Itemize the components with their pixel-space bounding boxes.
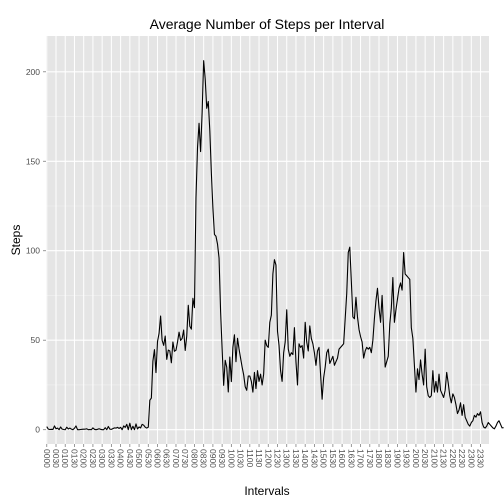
x-axis-title: Intervals: [244, 484, 289, 498]
chart-title: Average Number of Steps per Interval: [150, 16, 385, 32]
x-tick-label: 0300: [97, 449, 107, 468]
x-tick-label: 0700: [171, 449, 181, 468]
y-tick-label: 200: [26, 67, 40, 77]
x-tick-label: 1400: [300, 449, 310, 468]
x-tick-label: 1730: [365, 449, 375, 468]
x-tick-label: 0200: [79, 449, 89, 468]
x-tick-label: 2230: [457, 449, 467, 468]
plot-panel: [46, 36, 489, 444]
x-tick-label: 1630: [346, 449, 356, 468]
x-tick-label: 1200: [263, 449, 273, 468]
x-tick-label: 1700: [356, 449, 366, 468]
x-tick-label: 1830: [383, 449, 393, 468]
x-tick-label: 2030: [420, 449, 430, 468]
y-axis-title: Steps: [9, 225, 23, 256]
x-tick-label: 0600: [153, 449, 163, 468]
x-tick-label: 1600: [337, 449, 347, 468]
x-tick-label: 1430: [309, 449, 319, 468]
x-tick-label: 2330: [476, 449, 486, 468]
x-tick-label: 0830: [199, 449, 209, 468]
x-axis-ticks: 0000 0030 0100 0130 0200 0230 0300 0330 0400 0430…: [42, 444, 486, 468]
x-tick-label: 1330: [291, 449, 301, 468]
x-tick-label: 0400: [116, 449, 126, 468]
x-tick-label: 0100: [60, 449, 70, 468]
steps-series-line: [46, 60, 504, 431]
x-tick-label: 0500: [134, 449, 144, 468]
x-tick-label: 0900: [208, 449, 218, 468]
x-tick-label: 0000: [42, 449, 52, 468]
y-axis-ticks: 0 50 100 150 200: [26, 67, 46, 435]
x-tick-label: 2300: [466, 449, 476, 468]
x-tick-label: 0330: [106, 449, 116, 468]
x-tick-label: 1530: [328, 449, 338, 468]
y-tick-label: 150: [26, 156, 40, 166]
x-tick-label: 1230: [272, 449, 282, 468]
x-tick-label: 2200: [448, 449, 458, 468]
x-tick-label: 0430: [125, 449, 135, 468]
x-tick-label: 1030: [236, 449, 246, 468]
y-tick-label: 0: [35, 425, 40, 435]
x-tick-label: 1300: [282, 449, 292, 468]
x-tick-label: 1130: [254, 449, 264, 468]
y-tick-label: 100: [26, 246, 40, 256]
x-tick-label: 1930: [402, 449, 412, 468]
x-tick-label: 2130: [439, 449, 449, 468]
major-gridlines: [46, 36, 489, 444]
x-tick-label: 1900: [392, 449, 402, 468]
x-tick-label: 1000: [226, 449, 236, 468]
x-tick-label: 1500: [319, 449, 329, 468]
x-tick-label: 0930: [217, 449, 227, 468]
x-tick-label: 0030: [51, 449, 61, 468]
x-tick-label: 0800: [189, 449, 199, 468]
x-tick-label: 1100: [245, 449, 255, 468]
x-tick-label: 0730: [180, 449, 190, 468]
x-tick-label: 1800: [374, 449, 384, 468]
x-tick-label: 2100: [429, 449, 439, 468]
x-tick-label: 0530: [143, 449, 153, 468]
x-tick-label: 0230: [88, 449, 98, 468]
x-tick-label: 0130: [69, 449, 79, 468]
y-tick-label: 50: [31, 335, 41, 345]
x-tick-label: 0630: [162, 449, 172, 468]
x-tick-label: 2000: [411, 449, 421, 468]
